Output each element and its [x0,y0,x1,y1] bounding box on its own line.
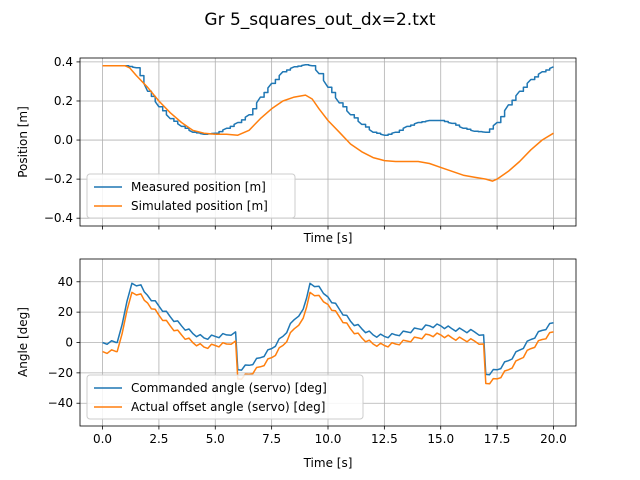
position-ytick-label: −0.4 [44,211,73,225]
position-xlabel: Time [s] [303,231,353,245]
angle-axes-frame [79,258,577,427]
position-ytick-label: 0.0 [54,133,73,147]
angle-ytick-label: 0 [65,336,73,350]
position-legend-box [86,173,296,219]
position-series [102,64,554,182]
position-ytick-label: 0.2 [54,94,73,108]
angle-xtick-label: 10.0 [315,432,342,446]
position-legend: Measured position [m] Simulated position… [86,173,296,219]
angle-plot: 0.0 2.5 5.0 7.5 10.0 12.5 15.0 17.5 20.0 −40 −20 0 2… [16,258,577,470]
position-plot: −0.4−0.20.00.20.4 Time [s] Position [m] … [16,55,577,245]
position-series-line-1 [102,65,554,182]
angle-ytick-label: 20 [58,305,73,319]
legend-label-simulated-position: Simulated position [m] [131,199,268,213]
legend-label-actual-offset-angle: Actual offset angle (servo) [deg] [131,400,325,414]
angle-xtick-label: 20.0 [540,432,567,446]
angle-ytick-label: 40 [58,275,73,289]
angle-xtick-label: 7.5 [262,432,281,446]
angle-legend-box [86,374,364,420]
position-ytick-label: −0.2 [44,172,73,186]
angle-xtick-label: 5.0 [206,432,225,446]
position-ytick-label: 0.4 [54,55,73,69]
angle-xlabel: Time [s] [303,456,353,470]
angle-ylabel: Angle [deg] [16,307,30,377]
angle-xtick-label: 2.5 [149,432,168,446]
angle-xtick-label: 17.5 [484,432,511,446]
legend-label-commanded-angle: Commanded angle (servo) [deg] [131,381,327,395]
position-ylabel: Position [m] [16,106,30,178]
angle-ticks: 0.0 2.5 5.0 7.5 10.0 12.5 15.0 17.5 20.0 −40 −20 0 2… [48,275,567,446]
figure-title: Gr 5_squares_out_dx=2.txt [204,10,436,30]
angle-xtick-label: 12.5 [371,432,398,446]
angle-xtick-label: 0.0 [93,432,112,446]
position-axes-frame [79,57,577,227]
angle-ytick-label: −20 [48,366,73,380]
position-series-line-0 [102,64,554,136]
angle-legend: Commanded angle (servo) [deg] Actual off… [86,374,364,420]
angle-ytick-label: −40 [48,396,73,410]
angle-xtick-label: 15.0 [427,432,454,446]
position-ticks: −0.4 −0.2 0.0 0.2 0.4 [44,55,554,230]
angle-series-line-1 [102,291,554,385]
angle-series-line-0 [102,282,554,376]
legend-label-measured-position: Measured position [m] [131,180,266,194]
angle-series [102,282,554,385]
